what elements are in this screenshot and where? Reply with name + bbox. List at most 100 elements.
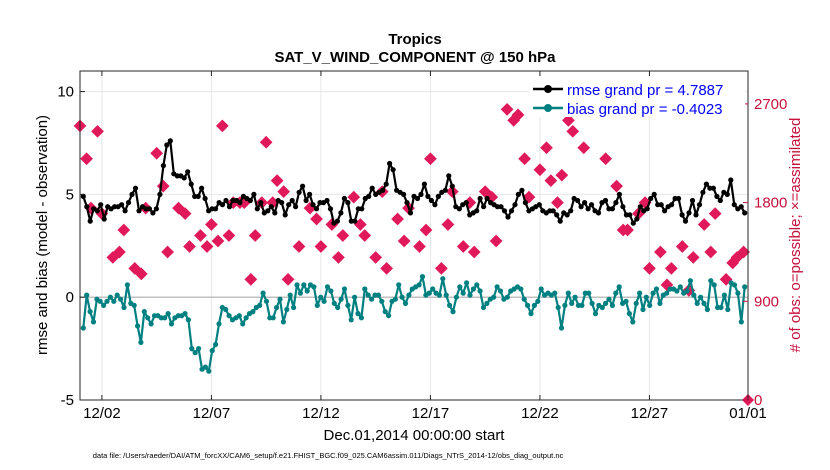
bias-point — [131, 302, 137, 308]
rmse-point — [369, 185, 375, 191]
rmse-point — [226, 204, 233, 210]
rmse-point — [669, 202, 675, 208]
rmse-point — [554, 212, 560, 218]
bias-point — [637, 290, 643, 296]
obs-marker — [397, 234, 411, 248]
obs-marker — [489, 234, 503, 248]
rmse-point — [136, 208, 142, 214]
bias-point — [443, 292, 449, 298]
bias-point — [277, 296, 283, 302]
bias-point — [538, 286, 544, 292]
bias-point — [426, 290, 432, 296]
bias-point — [379, 298, 385, 304]
bias-point — [480, 304, 487, 311]
bias-point — [392, 296, 398, 302]
bias-point — [477, 288, 483, 294]
rmse-point — [401, 191, 407, 197]
bias-point — [521, 296, 527, 302]
rmse-point — [101, 216, 107, 222]
bias-point — [711, 282, 717, 288]
bias-point — [121, 304, 127, 311]
bias-point — [196, 346, 202, 352]
obs-marker — [599, 152, 613, 166]
rmse-point — [265, 208, 271, 214]
bias-point — [643, 294, 649, 300]
rmse-point — [80, 193, 86, 199]
obs-marker — [215, 119, 229, 133]
bias-point — [240, 321, 246, 327]
rmse-point — [352, 218, 358, 224]
bias-point — [324, 284, 331, 290]
rmse-point — [334, 218, 340, 224]
legend-label-rmse: rmse grand pr = 4.7887 — [567, 82, 723, 99]
x-axis-ticks: 12/02 12/07 12/12 12/17 12/22 12/27 01/01 — [83, 71, 767, 422]
rmse-point — [164, 142, 170, 148]
rmse-point — [366, 193, 372, 199]
bias-point — [114, 292, 120, 298]
rmse-point — [324, 197, 330, 204]
rmse-point — [703, 181, 710, 187]
rmse-point — [407, 210, 414, 216]
bias-point — [674, 288, 680, 294]
bias-point — [328, 288, 334, 294]
rmse-point — [609, 206, 616, 212]
rmse-point — [498, 204, 504, 210]
obs-marker — [91, 124, 104, 138]
bias-point — [694, 300, 700, 306]
rmse-point — [119, 202, 125, 208]
rmse-point — [731, 202, 737, 208]
bias-point — [314, 302, 320, 308]
rmse-point — [550, 208, 556, 214]
bias-point — [369, 296, 375, 302]
bias-point — [284, 306, 290, 313]
obs-marker — [664, 262, 678, 275]
obs-marker — [332, 251, 345, 264]
bias-point — [84, 292, 90, 298]
rmse-point — [150, 210, 156, 216]
rmse-point — [98, 202, 104, 208]
obs-marker — [211, 234, 225, 248]
obs-marker — [358, 229, 372, 242]
bias-point — [589, 300, 595, 306]
x-tick-label: 12/22 — [521, 405, 559, 422]
obs-marker — [544, 174, 558, 188]
bias-point — [345, 302, 351, 308]
rmse-point — [421, 181, 427, 187]
bias-point — [87, 309, 93, 315]
x-tick-label: 12/12 — [302, 405, 340, 422]
bias-point — [450, 309, 456, 315]
rmse-point — [474, 208, 480, 214]
legend-label-bias: bias grand pr = -0.4023 — [567, 101, 723, 118]
rmse-point — [522, 200, 529, 206]
y-right-tick-label: 1800 — [754, 195, 787, 212]
bias-point — [691, 292, 697, 298]
rmse-point — [648, 195, 654, 202]
bias-point — [738, 319, 744, 325]
rmse-point — [129, 191, 135, 197]
chart-subtitle: SAT_V_WIND_COMPONENT @ 150 hPa — [274, 49, 556, 66]
obs-marker — [456, 240, 470, 253]
bias-point — [270, 315, 276, 321]
y-tick-label: 10 — [57, 84, 74, 101]
rmse-point — [696, 202, 703, 208]
bias-point — [386, 313, 392, 319]
rmse-point — [644, 206, 650, 212]
rmse-point — [94, 208, 100, 214]
x-tick-label: 12/27 — [631, 405, 669, 422]
obs-marker — [292, 240, 306, 253]
rmse-point — [87, 218, 93, 224]
bias-point — [148, 321, 154, 327]
bias-point — [704, 306, 711, 313]
obs-marker — [259, 135, 273, 149]
bias-point — [474, 282, 480, 288]
rmse-point — [341, 195, 347, 202]
rmse-point — [286, 202, 292, 208]
rmse-point — [251, 191, 257, 197]
obs-marker — [222, 229, 236, 242]
x-axis-label: Dec.01,2014 00:00:00 start — [324, 427, 506, 444]
obs-marker — [737, 245, 750, 259]
rmse-point — [724, 191, 730, 197]
rmse-point — [254, 206, 260, 212]
bias-point — [572, 294, 578, 300]
rmse-point — [501, 208, 508, 214]
